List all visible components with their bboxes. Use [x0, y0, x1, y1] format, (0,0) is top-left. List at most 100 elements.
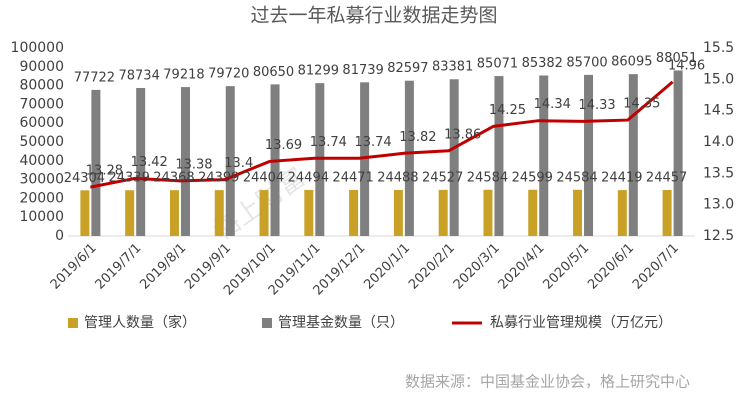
- bar-value-label: 86095: [611, 55, 652, 70]
- bar: [617, 190, 627, 236]
- y-tick-label: 100000: [11, 40, 64, 56]
- bar-value-label: 88051: [656, 51, 697, 66]
- bar-value-label: 24399: [198, 171, 239, 186]
- bar: [136, 87, 146, 237]
- x-tick-label: 2020/1/1: [361, 241, 413, 293]
- bar-value-label: 24457: [646, 171, 687, 186]
- bar-value-label: 24304: [64, 171, 105, 186]
- bar: [573, 189, 583, 236]
- x-tick-label: 2020/6/1: [585, 241, 637, 293]
- line: [90, 80, 674, 189]
- y-tick-label: 90000: [19, 59, 64, 75]
- source-note: 数据来源：中国基金业协会，格上研究中心: [405, 373, 690, 391]
- line-value-label: 14.33: [578, 98, 615, 113]
- legend-swatch: [262, 318, 272, 328]
- line-value-label: 13.38: [175, 157, 212, 172]
- legend-swatch: [68, 318, 78, 328]
- bar-value-label: 85700: [566, 55, 607, 70]
- chart-title: 过去一年私募行业数据走势图: [250, 5, 497, 27]
- line-value-label: 13.69: [265, 138, 302, 153]
- bar-value-label: 77722: [74, 70, 115, 85]
- bar-value-label: 24404: [243, 171, 284, 186]
- bar: [91, 89, 101, 237]
- y2-tick-label: 12.5: [703, 228, 734, 244]
- y2-tick-label: 15.0: [703, 71, 734, 87]
- line-value-label: 13.4: [224, 156, 253, 171]
- y-tick-label: 70000: [19, 96, 64, 112]
- bar-value-label: 24584: [556, 170, 597, 185]
- bar: [528, 189, 538, 236]
- y-tick-label: 80000: [19, 78, 64, 94]
- bar: [349, 189, 359, 236]
- y2-tick-label: 14.5: [703, 103, 734, 119]
- bar-value-label: 24419: [601, 171, 642, 186]
- line-value-label: 14.25: [489, 103, 526, 118]
- line-value-label: 14.34: [534, 97, 571, 112]
- bar-value-label: 83381: [432, 60, 473, 75]
- bar-value-label: 85382: [522, 56, 563, 71]
- line-value-label: 14.96: [668, 58, 705, 73]
- y-tick-label: 20000: [19, 190, 64, 206]
- bar: [449, 79, 459, 237]
- bar-value-label: 81739: [342, 63, 383, 78]
- y-tick-label: 30000: [19, 172, 64, 188]
- bar: [662, 190, 672, 236]
- x-tick-label: 2019/6/1: [48, 241, 100, 293]
- bar-value-label: 24339: [108, 171, 149, 186]
- bar-value-label: 81299: [298, 64, 339, 79]
- bar: [80, 190, 90, 236]
- bar-value-label: 24599: [512, 170, 553, 185]
- bar: [125, 190, 135, 236]
- line-value-label: 13.86: [444, 127, 481, 142]
- line-value-label: 13.74: [354, 135, 391, 150]
- bar: [494, 76, 504, 236]
- bar-value-label: 24368: [153, 171, 194, 186]
- bar-value-label: 24527: [422, 170, 463, 185]
- bar: [393, 189, 403, 236]
- bar-value-label: 24471: [332, 170, 373, 185]
- y-tick-label: 10000: [19, 209, 64, 225]
- x-tick-label: 2020/2/1: [406, 241, 458, 293]
- y-tick-label: 60000: [19, 115, 64, 131]
- bar: [438, 189, 448, 236]
- bar-value-label: 24494: [288, 170, 329, 185]
- bar: [259, 190, 269, 236]
- bar-value-label: 78734: [118, 68, 159, 83]
- legend-label: 私募行业管理规模（万亿元）: [490, 315, 672, 331]
- x-tick-label: 2020/5/1: [540, 241, 592, 293]
- bar-value-label: 80650: [253, 65, 294, 80]
- bar-value-label: 79218: [163, 68, 204, 83]
- legend-label: 管理基金数量（只）: [278, 314, 404, 331]
- bar: [404, 80, 414, 236]
- bar: [483, 189, 493, 236]
- y2-tick-label: 14.0: [703, 134, 734, 150]
- bar: [673, 70, 683, 237]
- bar: [584, 74, 594, 236]
- legend-label: 管理人数量（家）: [84, 314, 196, 331]
- bar: [628, 74, 638, 236]
- y-tick-label: 0: [55, 228, 64, 244]
- bar: [214, 190, 224, 236]
- bar-value-label: 79720: [208, 67, 249, 82]
- bar-value-label: 24584: [467, 170, 508, 185]
- y2-tick-label: 13.5: [703, 165, 734, 181]
- bar-value-label: 24488: [377, 170, 418, 185]
- bar-value-label: 82597: [387, 61, 428, 76]
- bar: [169, 190, 179, 236]
- bar: [539, 75, 549, 236]
- line-value-label: 13.42: [131, 155, 168, 170]
- y2-tick-label: 13.0: [703, 197, 734, 213]
- x-tick-label: 2019/8/1: [137, 241, 189, 293]
- line-value-label: 13.74: [310, 135, 347, 150]
- x-tick-label: 2020/4/1: [496, 241, 548, 293]
- x-tick-label: 2019/7/1: [93, 241, 145, 293]
- y2-tick-label: 15.5: [703, 40, 734, 56]
- bar: [180, 87, 190, 236]
- y-tick-label: 50000: [19, 134, 64, 150]
- bar-value-label: 85071: [477, 57, 518, 72]
- y-tick-label: 40000: [19, 153, 64, 169]
- line-value-label: 14.35: [623, 97, 660, 112]
- x-tick-label: 2020/3/1: [451, 241, 503, 293]
- line-value-label: 13.28: [86, 164, 123, 179]
